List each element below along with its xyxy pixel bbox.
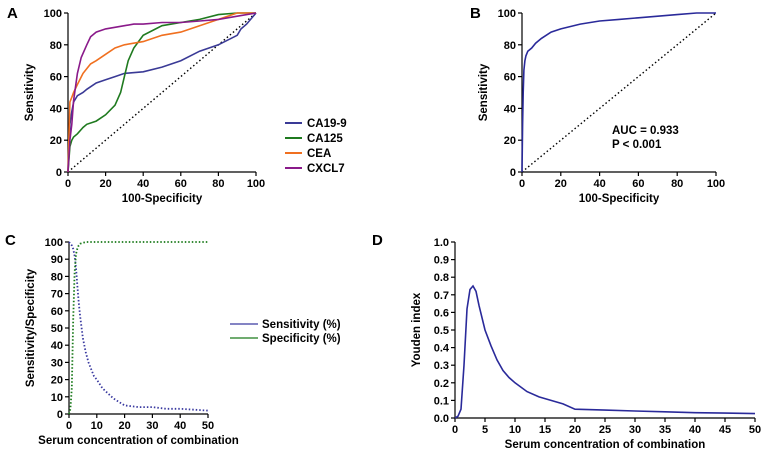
y-tick-label: 0.1 bbox=[434, 395, 449, 407]
x-tick-label: 0 bbox=[519, 178, 525, 190]
series-line-combination bbox=[521, 12, 716, 173]
x-tick-label: 60 bbox=[175, 178, 187, 190]
y-tick-label: 100 bbox=[44, 8, 62, 20]
panel-letter: D bbox=[372, 232, 383, 249]
x-tick-label: 20 bbox=[99, 178, 111, 190]
y-tick-label: 40 bbox=[51, 340, 63, 352]
reference-diagonal bbox=[521, 12, 717, 173]
y-tick-label: 20 bbox=[51, 375, 63, 387]
y-tick-label: 1.0 bbox=[434, 237, 449, 249]
y-tick-label: 0.5 bbox=[434, 325, 449, 337]
annotation-text: AUC = 0.933 bbox=[612, 125, 679, 137]
x-tick-label: 60 bbox=[632, 178, 644, 190]
y-axis-label: Youden index bbox=[411, 292, 423, 367]
y-tick-label: 0.9 bbox=[434, 255, 449, 267]
y-tick-label: 0.3 bbox=[434, 360, 449, 372]
x-tick-label: 20 bbox=[555, 178, 567, 190]
x-tick-label: 35 bbox=[659, 424, 671, 436]
y-tick-label: 0.0 bbox=[434, 413, 449, 425]
y-tick-label: 0.8 bbox=[434, 272, 449, 284]
panel-C: C 0 10 20 30 40 50 60 70 80 90 100 0 10 20 30 40 50 Serum … bbox=[5, 232, 341, 447]
y-tick-label: 40 bbox=[504, 103, 516, 115]
x-tick-label: 50 bbox=[202, 420, 214, 432]
x-tick-label: 5 bbox=[482, 424, 488, 436]
y-tick-label: 70 bbox=[51, 289, 63, 301]
series-line-sensitivity- bbox=[68, 241, 209, 412]
x-tick-label: 80 bbox=[212, 178, 224, 190]
y-tick-label: 30 bbox=[51, 357, 63, 369]
series-line-ca125 bbox=[67, 12, 256, 173]
legend-label: CA125 bbox=[307, 133, 343, 145]
y-tick-label: 50 bbox=[51, 323, 63, 335]
y-axis-label: Sensitivity bbox=[24, 63, 36, 121]
annotation-text: P < 0.001 bbox=[612, 139, 662, 151]
y-tick-label: 0.6 bbox=[434, 307, 449, 319]
x-tick-label: 20 bbox=[118, 420, 130, 432]
x-axis-label: Serum concentration of combination bbox=[38, 435, 239, 447]
x-tick-label: 30 bbox=[629, 424, 641, 436]
x-axis-label: Serum concentration of combination bbox=[505, 439, 706, 451]
series-line-youden-index bbox=[454, 284, 756, 419]
y-axis-label: Sensitivity bbox=[478, 63, 490, 121]
x-tick-label: 10 bbox=[91, 420, 103, 432]
y-tick-label: 100 bbox=[498, 8, 516, 20]
panel-B: B 0 20 40 60 80 100 0 20 40 60 80 100 100-Specificity… bbox=[470, 5, 725, 205]
x-tick-label: 0 bbox=[452, 424, 458, 436]
panel-letter: A bbox=[7, 5, 18, 22]
y-tick-label: 0 bbox=[56, 167, 62, 179]
y-tick-label: 0 bbox=[57, 409, 63, 421]
x-axis-label: 100-Specificity bbox=[579, 193, 660, 205]
x-tick-label: 25 bbox=[599, 424, 611, 436]
y-tick-label: 0.4 bbox=[434, 343, 450, 355]
y-tick-label: 90 bbox=[51, 254, 63, 266]
x-tick-label: 50 bbox=[749, 424, 761, 436]
x-tick-label: 80 bbox=[671, 178, 683, 190]
y-tick-label: 20 bbox=[504, 135, 516, 147]
series-line-specificity- bbox=[68, 241, 208, 415]
x-tick-label: 15 bbox=[539, 424, 551, 436]
x-tick-label: 0 bbox=[65, 178, 71, 190]
x-tick-label: 10 bbox=[509, 424, 521, 436]
y-tick-label: 0 bbox=[510, 167, 516, 179]
y-tick-label: 80 bbox=[50, 40, 62, 52]
series-line-cxcl7 bbox=[67, 12, 257, 173]
panel-A: A 0 20 40 60 80 100 0 20 40 60 80 100 100-Specificity… bbox=[7, 5, 347, 205]
legend-label: CA19-9 bbox=[307, 118, 347, 130]
x-tick-label: 0 bbox=[66, 420, 72, 432]
legend-label: Sensitivity (%) bbox=[262, 319, 341, 331]
legend-label: Specificity (%) bbox=[262, 333, 341, 345]
y-tick-label: 0.7 bbox=[434, 290, 449, 302]
panel-D: D 0.0 0.1 0.2 0.3 0.4 0.5 0.6 0.7 0.8 0.9 1.0 0 5 10 15… bbox=[372, 232, 761, 451]
x-tick-label: 20 bbox=[569, 424, 581, 436]
series-line-cea bbox=[67, 12, 256, 173]
panel-letter: B bbox=[470, 5, 481, 22]
x-tick-label: 40 bbox=[174, 420, 186, 432]
panel-letter: C bbox=[5, 232, 16, 249]
y-tick-label: 60 bbox=[51, 306, 63, 318]
y-tick-label: 60 bbox=[50, 72, 62, 84]
y-tick-label: 60 bbox=[504, 72, 516, 84]
x-axis-label: 100-Specificity bbox=[122, 193, 203, 205]
y-tick-label: 100 bbox=[45, 237, 63, 249]
legend-label: CXCL7 bbox=[307, 163, 345, 175]
x-tick-label: 100 bbox=[707, 178, 725, 190]
x-tick-label: 45 bbox=[719, 424, 731, 436]
x-tick-label: 40 bbox=[689, 424, 701, 436]
reference-diagonal bbox=[67, 12, 257, 173]
x-tick-label: 40 bbox=[137, 178, 149, 190]
y-tick-label: 80 bbox=[51, 271, 63, 283]
y-tick-label: 40 bbox=[50, 103, 62, 115]
y-tick-label: 80 bbox=[504, 40, 516, 52]
x-tick-label: 100 bbox=[247, 178, 265, 190]
legend-label: CEA bbox=[307, 148, 331, 160]
y-tick-label: 10 bbox=[51, 392, 63, 404]
y-tick-label: 20 bbox=[50, 135, 62, 147]
x-tick-label: 40 bbox=[593, 178, 605, 190]
x-tick-label: 30 bbox=[146, 420, 158, 432]
y-tick-label: 0.2 bbox=[434, 378, 449, 390]
y-axis-label: Sensitivity/Specificity bbox=[25, 268, 37, 387]
